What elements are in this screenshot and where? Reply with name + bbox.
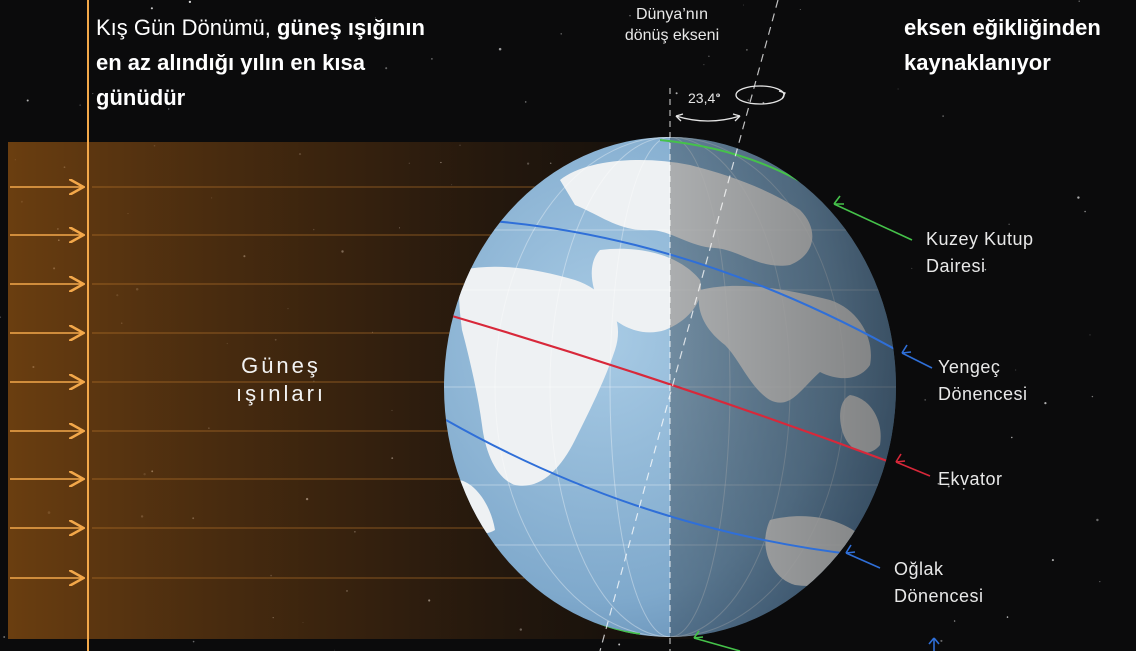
- star: [924, 399, 927, 401]
- star: [192, 640, 195, 643]
- tilt-angle-indicator: [675, 85, 786, 122]
- star: [1084, 210, 1086, 213]
- star: [947, 485, 950, 488]
- rotation-axis-label: Dünya’nın dönüş ekseni: [612, 4, 732, 46]
- arctic-circle-label-line2: Dairesi: [926, 256, 986, 276]
- star: [746, 49, 748, 51]
- star: [560, 33, 562, 35]
- star: [1044, 401, 1047, 405]
- star: [703, 64, 705, 66]
- star: [79, 104, 81, 106]
- star: [0, 316, 2, 319]
- star: [375, 17, 377, 19]
- star: [498, 47, 502, 51]
- rotation-axis-label-line1: Dünya’nın: [635, 6, 709, 23]
- arctic-circle-label: Kuzey Kutup Dairesi: [926, 226, 1034, 280]
- tropic-of-capricorn-arrow: [845, 544, 881, 569]
- arctic-circle-arrow: [833, 195, 913, 241]
- label-arrows: [693, 195, 940, 651]
- star: [188, 0, 192, 4]
- star: [1015, 369, 1017, 371]
- star: [940, 639, 943, 642]
- star: [334, 649, 335, 651]
- star: [1011, 436, 1013, 439]
- night-side-shade: [670, 137, 896, 637]
- star: [708, 55, 710, 57]
- star: [1091, 395, 1094, 398]
- star: [897, 88, 899, 90]
- sun-ray: [10, 187, 82, 578]
- tropic-of-cancer-line: [479, 219, 896, 353]
- star: [911, 267, 913, 269]
- title-right: eksen eğikliğinden kaynaklanıyor: [904, 10, 1136, 80]
- tropic-of-cancer-label-line1: Yengeç: [938, 357, 1001, 377]
- star: [953, 620, 956, 622]
- equator-arrow: [895, 453, 931, 477]
- equator-line: [451, 314, 891, 464]
- star: [1008, 223, 1010, 225]
- star: [962, 487, 965, 490]
- star: [717, 94, 720, 97]
- tropic-of-capricorn-label-line1: Oğlak: [894, 559, 944, 579]
- title-left-bold: güneş ışığının en az alındığı yılın en k…: [96, 15, 425, 110]
- equator-label: Ekvator: [938, 466, 1003, 493]
- star: [150, 7, 153, 10]
- star: [937, 482, 940, 485]
- star: [1078, 0, 1080, 2]
- star: [1099, 580, 1101, 583]
- star: [742, 4, 744, 6]
- title-left-regular: Kış Gün Dönümü,: [96, 15, 277, 40]
- star: [191, 23, 193, 25]
- star: [26, 99, 29, 102]
- star: [198, 31, 202, 34]
- star: [1077, 196, 1080, 199]
- tropic-of-cancer-arrow: [901, 344, 933, 369]
- bottom-blue-arrow: [928, 637, 940, 651]
- sun-ray-arrows: [10, 187, 560, 578]
- tropic-of-capricorn-label-line2: Dönencesi: [894, 586, 984, 606]
- arctic-circle-label-line1: Kuzey Kutup: [926, 229, 1034, 249]
- star: [799, 8, 801, 11]
- star: [431, 58, 433, 60]
- star: [524, 101, 527, 103]
- star: [168, 108, 170, 110]
- star: [1051, 559, 1054, 562]
- title-right-line2: kaynaklanıyor: [904, 50, 1051, 75]
- star: [92, 93, 94, 95]
- star: [3, 636, 6, 638]
- star: [1089, 334, 1091, 336]
- star: [618, 643, 621, 646]
- star: [629, 15, 631, 17]
- antarctic-circle-arrow: [693, 630, 741, 651]
- rotation-axis-label-line2: dönüş ekseni: [624, 27, 720, 44]
- sun-rays-label-line1: Güneş: [241, 353, 321, 378]
- star: [747, 99, 750, 102]
- star: [1096, 518, 1099, 522]
- star: [942, 115, 944, 117]
- star: [385, 67, 388, 70]
- title-right-line1: eksen eğikliğinden: [904, 15, 1101, 40]
- star: [1006, 616, 1009, 618]
- tropic-of-capricorn-label: Oğlak Dönencesi: [894, 556, 984, 610]
- tropic-of-capricorn-line: [445, 419, 859, 556]
- sun-rays-label: Güneş ışınları: [206, 352, 356, 408]
- sun-ray-continuations: [92, 186, 560, 579]
- title-left: Kış Gün Dönümü, güneş ışığının en az alı…: [96, 10, 436, 115]
- equator-label-line1: Ekvator: [938, 469, 1003, 489]
- rotation-axis-line: [599, 0, 779, 651]
- tilt-angle-label: 23,4°: [688, 90, 721, 106]
- sun-rays-label-line2: ışınları: [235, 381, 327, 406]
- tropic-of-cancer-label-line2: Dönencesi: [938, 384, 1028, 404]
- star: [984, 268, 987, 271]
- star: [675, 92, 678, 95]
- tropic-of-cancer-label: Yengeç Dönencesi: [938, 354, 1028, 408]
